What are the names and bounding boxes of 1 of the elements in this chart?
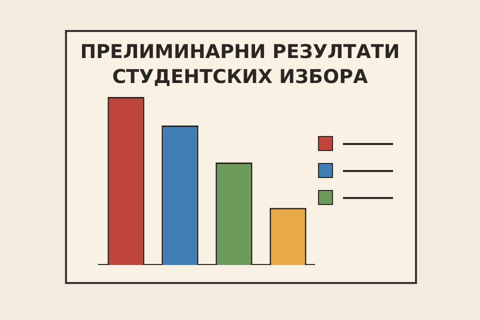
chart-title: ПРЕЛИМИНАРНИ РЕЗУЛТАТИ СТУДЕНТСКИХ ИЗБОРА: [79, 40, 401, 90]
